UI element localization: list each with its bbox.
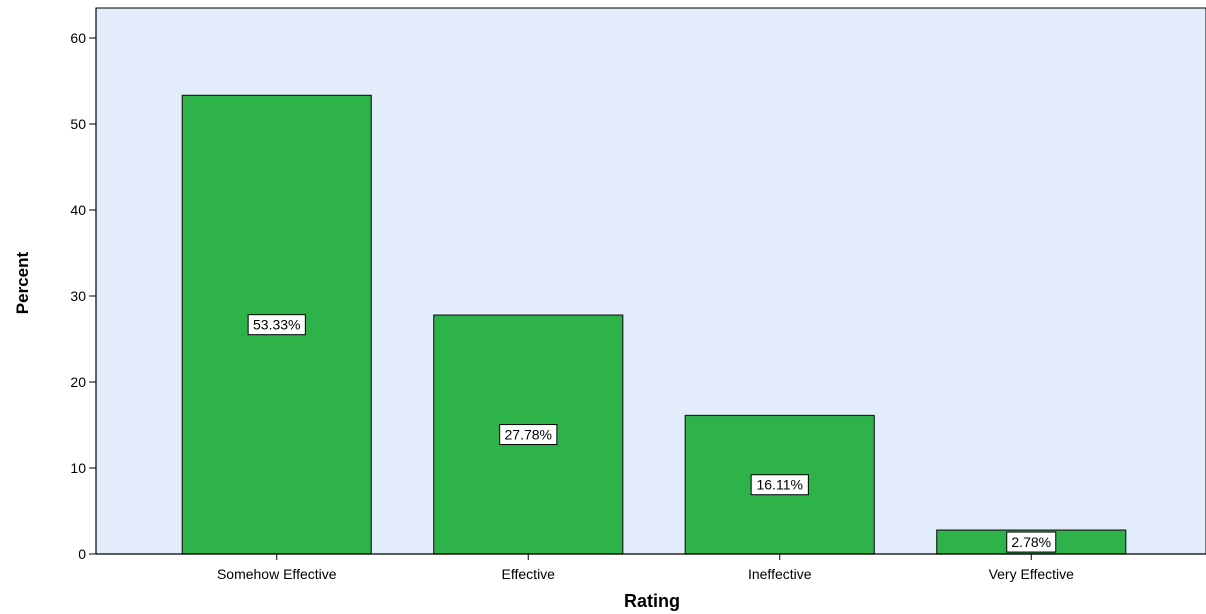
data-label-box <box>750 474 809 496</box>
x-tick-label: Very Effective <box>989 566 1075 582</box>
y-tick-label: 20 <box>70 374 86 390</box>
y-tick-label: 10 <box>70 460 86 476</box>
data-label: 53.33% <box>247 314 306 336</box>
data-label-text: 16.11% <box>757 477 803 493</box>
y-tick-label: 60 <box>70 30 86 46</box>
data-label-text: 53.33% <box>253 317 300 333</box>
data-label-text: 2.78% <box>1011 534 1051 550</box>
y-tick-label: 30 <box>70 288 86 304</box>
data-label-box <box>499 424 558 446</box>
bars: 53.33% 27.78% 16.11% 2.78% <box>181 94 1127 555</box>
x-tick-label: Somehow Effective <box>217 566 337 582</box>
data-label-box <box>247 314 306 336</box>
x-tick-label: Ineffective <box>748 566 812 582</box>
data-label: 16.11% <box>750 474 809 496</box>
y-tick-label: 40 <box>70 202 86 218</box>
data-label-box <box>1006 531 1057 553</box>
x-axis-title: Rating <box>624 591 680 611</box>
data-label-text: 27.78% <box>505 427 552 443</box>
y-axis-title: Percent <box>13 251 32 314</box>
y-tick-label: 50 <box>70 116 86 132</box>
y-axis-ticks: 0 10 20 30 40 50 60 <box>70 30 96 562</box>
data-label: 2.78% <box>1006 531 1057 553</box>
x-tick-label: Effective <box>502 566 556 582</box>
data-label: 27.78% <box>499 424 558 446</box>
x-axis-ticks: Somehow Effective Effective Ineffective Ver… <box>217 554 1074 582</box>
y-tick-label: 0 <box>78 546 86 562</box>
